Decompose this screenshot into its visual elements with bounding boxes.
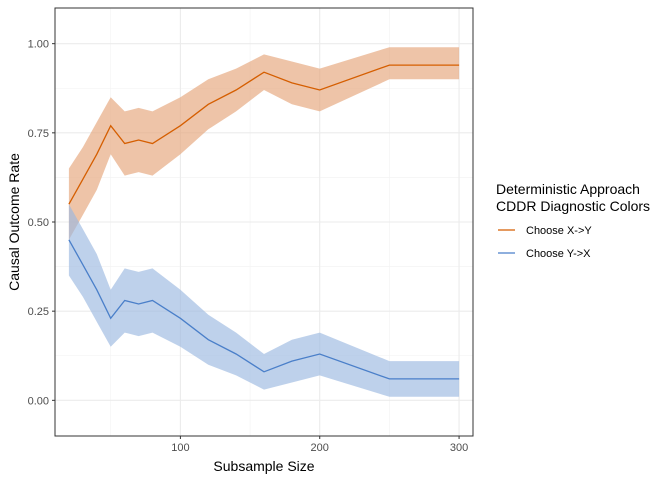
y-tick-label: 1.00 [28, 39, 49, 51]
y-tick-label: 0.75 [28, 128, 49, 140]
band-series-1 [68, 204, 460, 397]
legend-title-line-1: Deterministic Approach [496, 181, 640, 197]
band-series-0 [68, 47, 460, 240]
x-tick-label: 300 [450, 442, 468, 454]
legend-label-choose-y-x: Choose Y->X [526, 248, 591, 260]
legend-title-line-2: CDDR Diagnostic Colors [496, 198, 650, 214]
x-tick-label: 200 [311, 442, 329, 454]
confidence-bands [68, 47, 460, 397]
series-lines [68, 64, 460, 380]
y-tick-label: 0.00 [28, 395, 49, 407]
x-axis-title: Subsample Size [213, 458, 314, 474]
axis-ticks: 100 200 300 0.00 0.25 0.50 0.75 1.00 [28, 39, 469, 454]
y-axis-title: Causal Outcome Rate [6, 153, 22, 291]
x-tick-label: 100 [171, 442, 189, 454]
legend: Deterministic Approach CDDR Diagnostic C… [496, 181, 650, 260]
y-tick-label: 0.50 [28, 217, 49, 229]
y-tick-label: 0.25 [28, 306, 49, 318]
legend-label-choose-x-y: Choose X->Y [526, 225, 592, 237]
